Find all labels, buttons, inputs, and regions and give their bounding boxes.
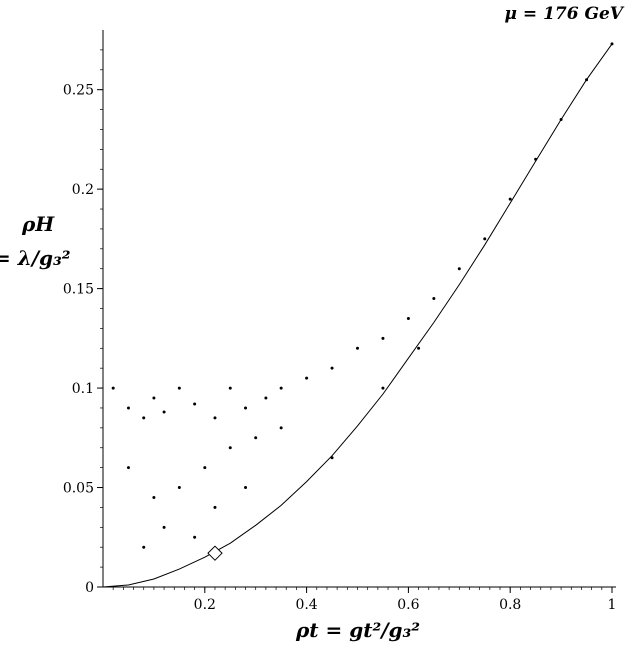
scatter-point [279,426,283,430]
scatter-point [177,386,181,390]
fixed-point-curve [102,43,613,588]
data-series [102,42,614,588]
scatter-point [244,406,248,410]
y-tick-label: 0.25 [63,83,94,99]
scatter-point [432,297,436,301]
scatter-point [126,466,130,470]
scatter-point [126,406,130,410]
scatter-point [381,336,385,340]
y-tick-label: 0.1 [72,381,94,397]
x-tick-label: 0.2 [194,597,216,613]
y-tick-label: 0 [85,580,94,596]
scatter-point [142,416,146,420]
scatter-point [254,436,258,440]
scatter-point [356,346,359,350]
x-ticks: 0.2 0.4 0.6 0.8 1 [112,587,617,613]
scatter-point [264,396,268,400]
scatter-point [406,316,410,320]
diamond-marker [207,545,223,561]
scatter-point [111,386,115,390]
x-tick-label: 1 [608,597,617,613]
scatter-point [483,237,487,241]
chart-title: μ = 176 GeV [504,4,623,24]
scatter-point [177,486,181,490]
x-tick-label: 0.4 [295,597,317,613]
scatter-point [203,466,207,470]
scatter-point [213,505,217,509]
x-axis-label: ρt = gt²/g₃² [296,618,421,642]
y-axis-label: ρH [22,212,55,236]
scatter-point [417,346,421,350]
scatter-point [305,376,309,380]
scatter-point [213,416,217,420]
scatter-point [228,446,232,450]
scatter-point [279,386,283,390]
y-tick-label: 0.2 [72,182,94,198]
scatter-point [228,386,232,390]
scatter-point [142,545,146,549]
x-tick-label: 0.8 [499,597,521,613]
y-axis-label-definition: = λ/g₃² [0,246,71,270]
y-ticks: 0 0.05 0.1 0.15 0.2 0.25 [63,49,103,596]
scatter-point [508,197,512,201]
scatter-point [193,535,197,539]
scatter-point [162,410,166,414]
scatter-point [193,402,197,406]
axes [102,30,616,588]
scatter-point [381,386,385,390]
scatter-point [152,495,156,499]
scatter-point [162,525,166,529]
scatter-point [152,396,156,400]
x-tick-label: 0.6 [397,597,419,613]
scatter-point [330,366,334,370]
y-tick-label: 0.15 [63,282,94,298]
scatter-point [244,486,248,490]
scatter-point [457,267,461,271]
y-tick-label: 0.05 [63,481,94,497]
